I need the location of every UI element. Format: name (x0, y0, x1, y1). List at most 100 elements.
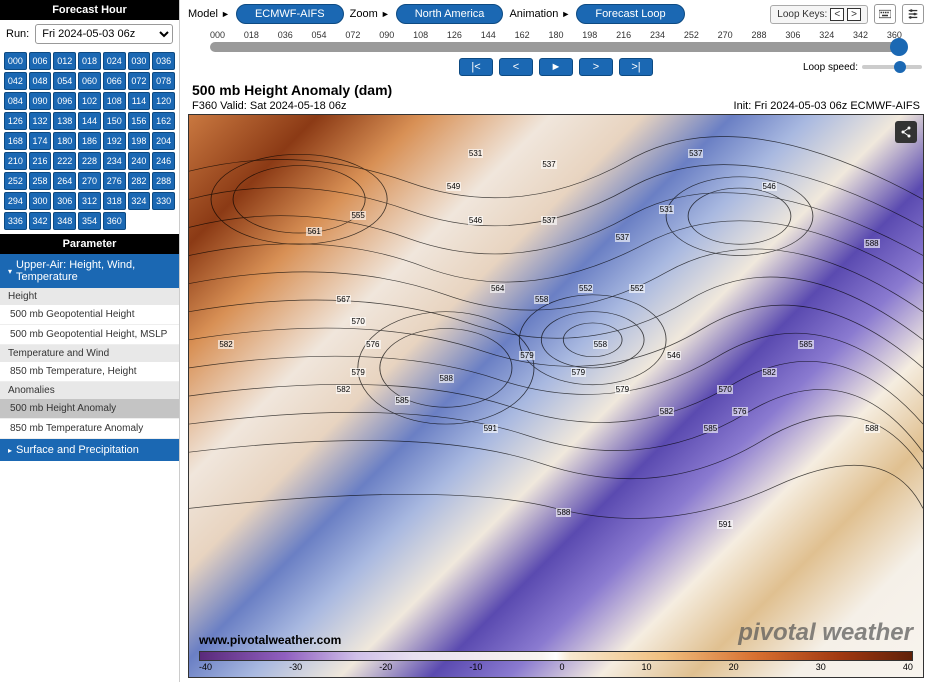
param-500gh-mslp[interactable]: 500 mb Geopotential Height, MSLP (0, 325, 179, 345)
hour-button[interactable]: 246 (152, 152, 175, 170)
main-area: Model ► ECMWF-AIFS Zoom ► North America … (180, 0, 932, 682)
param-850th[interactable]: 850 mb Temperature, Height (0, 362, 179, 382)
hour-button[interactable]: 018 (78, 52, 101, 70)
hour-button[interactable]: 222 (53, 152, 76, 170)
hour-button[interactable]: 300 (29, 192, 52, 210)
hour-button[interactable]: 000 (4, 52, 27, 70)
hour-button[interactable]: 318 (103, 192, 126, 210)
hour-button[interactable]: 210 (4, 152, 27, 170)
tick-label: 342 (853, 30, 868, 40)
model-button[interactable]: ECMWF-AIFS (236, 4, 344, 24)
map-init-time: Init: Fri 2024-05-03 06z ECMWF-AIFS (734, 100, 920, 112)
tick-label: 090 (379, 30, 394, 40)
hour-button[interactable]: 060 (78, 72, 101, 90)
hour-button[interactable]: 312 (78, 192, 101, 210)
hour-button[interactable]: 174 (29, 132, 52, 150)
run-select[interactable]: Fri 2024-05-03 06z (35, 24, 173, 44)
colorbar: -40-30-20-10010203040 (199, 651, 913, 673)
hour-button[interactable]: 114 (128, 92, 151, 110)
hour-button[interactable]: 204 (152, 132, 175, 150)
hour-button[interactable]: 036 (152, 52, 175, 70)
hour-button[interactable]: 096 (53, 92, 76, 110)
hour-button[interactable]: 156 (128, 112, 151, 130)
play-button[interactable]: ► (539, 58, 573, 76)
zoom-button[interactable]: North America (396, 4, 504, 24)
hour-button[interactable]: 006 (29, 52, 52, 70)
param-500gh[interactable]: 500 mb Geopotential Height (0, 305, 179, 325)
hour-button[interactable]: 108 (103, 92, 126, 110)
animation-button[interactable]: Forecast Loop (576, 4, 684, 24)
hour-button[interactable]: 228 (78, 152, 101, 170)
hour-button[interactable]: 342 (29, 212, 52, 230)
speed-thumb[interactable] (894, 61, 906, 73)
next-key-button[interactable]: > (847, 8, 861, 21)
hour-button[interactable]: 084 (4, 92, 27, 110)
hour-button[interactable]: 072 (128, 72, 151, 90)
hour-button[interactable]: 126 (4, 112, 27, 130)
accordion-upper-air[interactable]: ▾ Upper-Air: Height, Wind, Temperature (0, 254, 179, 288)
hour-button[interactable]: 120 (152, 92, 175, 110)
forecast-hour-grid: 0000060120180240300360420480540600660720… (0, 48, 179, 234)
keyboard-icon[interactable] (874, 4, 896, 24)
tick-label: 126 (447, 30, 462, 40)
hour-button[interactable]: 012 (53, 52, 76, 70)
hour-button[interactable]: 054 (53, 72, 76, 90)
watermark: pivotal weather (738, 619, 913, 647)
hour-button[interactable]: 252 (4, 172, 27, 190)
hour-button[interactable]: 138 (53, 112, 76, 130)
forecast-hour-header: Forecast Hour (0, 0, 179, 20)
hour-button[interactable]: 264 (53, 172, 76, 190)
hour-button[interactable]: 360 (103, 212, 126, 230)
accordion-surface[interactable]: ▸ Surface and Precipitation (0, 439, 179, 461)
hour-button[interactable]: 168 (4, 132, 27, 150)
hour-button[interactable]: 234 (103, 152, 126, 170)
hour-button[interactable]: 132 (29, 112, 52, 130)
chevron-down-icon: ▾ (8, 267, 12, 276)
hour-button[interactable]: 276 (103, 172, 126, 190)
param-500anom[interactable]: 500 mb Height Anomaly (0, 399, 179, 419)
hour-button[interactable]: 270 (78, 172, 101, 190)
hour-button[interactable]: 180 (53, 132, 76, 150)
hour-button[interactable]: 354 (78, 212, 101, 230)
slider-thumb[interactable] (890, 38, 908, 56)
animation-controls: |< < ► > >| Loop speed: (180, 56, 932, 80)
hour-button[interactable]: 336 (4, 212, 27, 230)
hour-button[interactable]: 198 (128, 132, 151, 150)
hour-button[interactable]: 048 (29, 72, 52, 90)
hour-button[interactable]: 288 (152, 172, 175, 190)
hour-button[interactable]: 330 (152, 192, 175, 210)
prev-button[interactable]: < (499, 58, 533, 76)
prev-key-button[interactable]: < (830, 8, 844, 21)
hour-button[interactable]: 024 (103, 52, 126, 70)
hour-button[interactable]: 090 (29, 92, 52, 110)
last-button[interactable]: >| (619, 58, 653, 76)
hour-button[interactable]: 162 (152, 112, 175, 130)
hour-button[interactable]: 186 (78, 132, 101, 150)
hour-button[interactable]: 258 (29, 172, 52, 190)
settings-icon[interactable] (902, 4, 924, 24)
tick-label: 054 (312, 30, 327, 40)
hour-button[interactable]: 066 (103, 72, 126, 90)
hour-button[interactable]: 282 (128, 172, 151, 190)
hour-button[interactable]: 348 (53, 212, 76, 230)
hour-button[interactable]: 216 (29, 152, 52, 170)
hour-button[interactable]: 144 (78, 112, 101, 130)
colorbar-tick: 10 (642, 662, 652, 672)
loop-speed-slider[interactable] (862, 65, 922, 69)
hour-button[interactable]: 192 (103, 132, 126, 150)
first-button[interactable]: |< (459, 58, 493, 76)
param-850anom[interactable]: 850 mb Temperature Anomaly (0, 419, 179, 439)
hour-button[interactable]: 306 (53, 192, 76, 210)
share-icon[interactable] (895, 121, 917, 143)
timeline-slider[interactable] (180, 40, 932, 56)
hour-button[interactable]: 150 (103, 112, 126, 130)
hour-button[interactable]: 042 (4, 72, 27, 90)
hour-button[interactable]: 240 (128, 152, 151, 170)
hour-button[interactable]: 102 (78, 92, 101, 110)
hour-button[interactable]: 030 (128, 52, 151, 70)
hour-button[interactable]: 078 (152, 72, 175, 90)
hour-button[interactable]: 294 (4, 192, 27, 210)
tick-label: 072 (345, 30, 360, 40)
hour-button[interactable]: 324 (128, 192, 151, 210)
next-button[interactable]: > (579, 58, 613, 76)
